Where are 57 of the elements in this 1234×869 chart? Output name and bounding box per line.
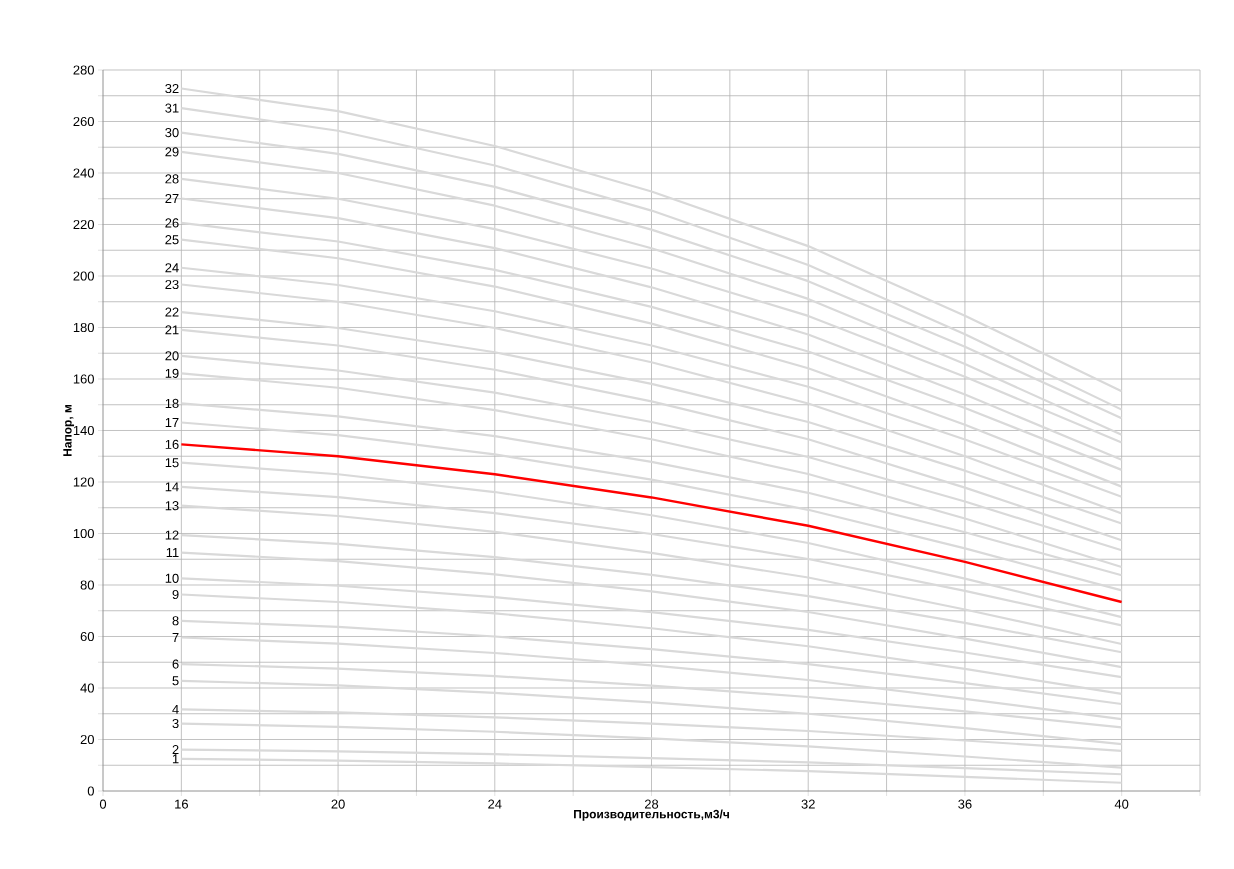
series-label: 6 [172,659,179,669]
series-label: 23 [165,279,179,290]
series-label: 30 [165,127,179,138]
x-tick-label: 20 [331,799,345,809]
series-label: 27 [165,193,179,204]
series-label: 31 [165,103,179,113]
series-label: 28 [165,174,179,184]
x-tick-label: 24 [488,799,502,809]
y-tick-label: 60 [80,631,94,642]
x-tick-label: 16 [175,799,188,809]
series-label: 8 [172,616,179,626]
y-tick-label: 20 [80,734,94,745]
series-label: 18 [165,398,179,409]
series-label: 29 [165,147,179,157]
series-label: 15 [165,458,179,468]
x-tick-label: 36 [958,799,972,809]
y-tick-label: 80 [80,580,94,590]
x-tick-label: 0 [99,799,107,809]
series-label: 20 [165,351,179,361]
x-axis-title: Производительность,м3/ч [574,809,729,821]
x-tick-label: 32 [801,799,815,809]
y-tick-label: 160 [73,374,94,384]
series-label: 2 [172,745,179,755]
x-tick-label: 40 [1114,799,1129,809]
series-label: 10 [165,573,179,583]
y-tick-label: 200 [73,271,94,281]
y-tick-label: 220 [73,219,94,230]
x-tick-label: 28 [644,799,659,809]
y-tick-label: 40 [80,683,94,693]
series-label: 4 [172,704,179,714]
y-tick-label: 100 [73,528,94,539]
series-label: 32 [165,83,179,94]
y-tick-label: 260 [73,116,94,127]
series-label: 14 [165,482,179,492]
series-label: 25 [165,235,179,245]
y-tick-label: 120 [73,477,94,487]
series-label: 21 [165,325,179,335]
y-axis-title: Напор, м [63,405,75,456]
y-tick-label: 0 [87,786,94,796]
y-tick-label: 280 [73,65,94,75]
series-label: 7 [172,633,179,642]
series-label: 11 [166,548,179,558]
y-tick-label: 240 [73,168,94,178]
series-label: 1 [172,754,179,764]
series-label: 3 [172,718,179,729]
series-label: 5 [172,676,179,686]
series-label: 12 [165,530,179,540]
y-tick-label: 140 [73,425,94,436]
series-label: 16 [165,439,179,449]
series-label: 22 [165,307,179,317]
series-label: 24 [165,263,179,273]
series-label: 13 [165,501,179,511]
series-label: 17 [165,418,179,427]
y-tick-label: 180 [73,322,94,333]
series-label: 26 [165,218,179,228]
series-label: 19 [165,368,179,378]
series-label: 9 [172,589,179,600]
